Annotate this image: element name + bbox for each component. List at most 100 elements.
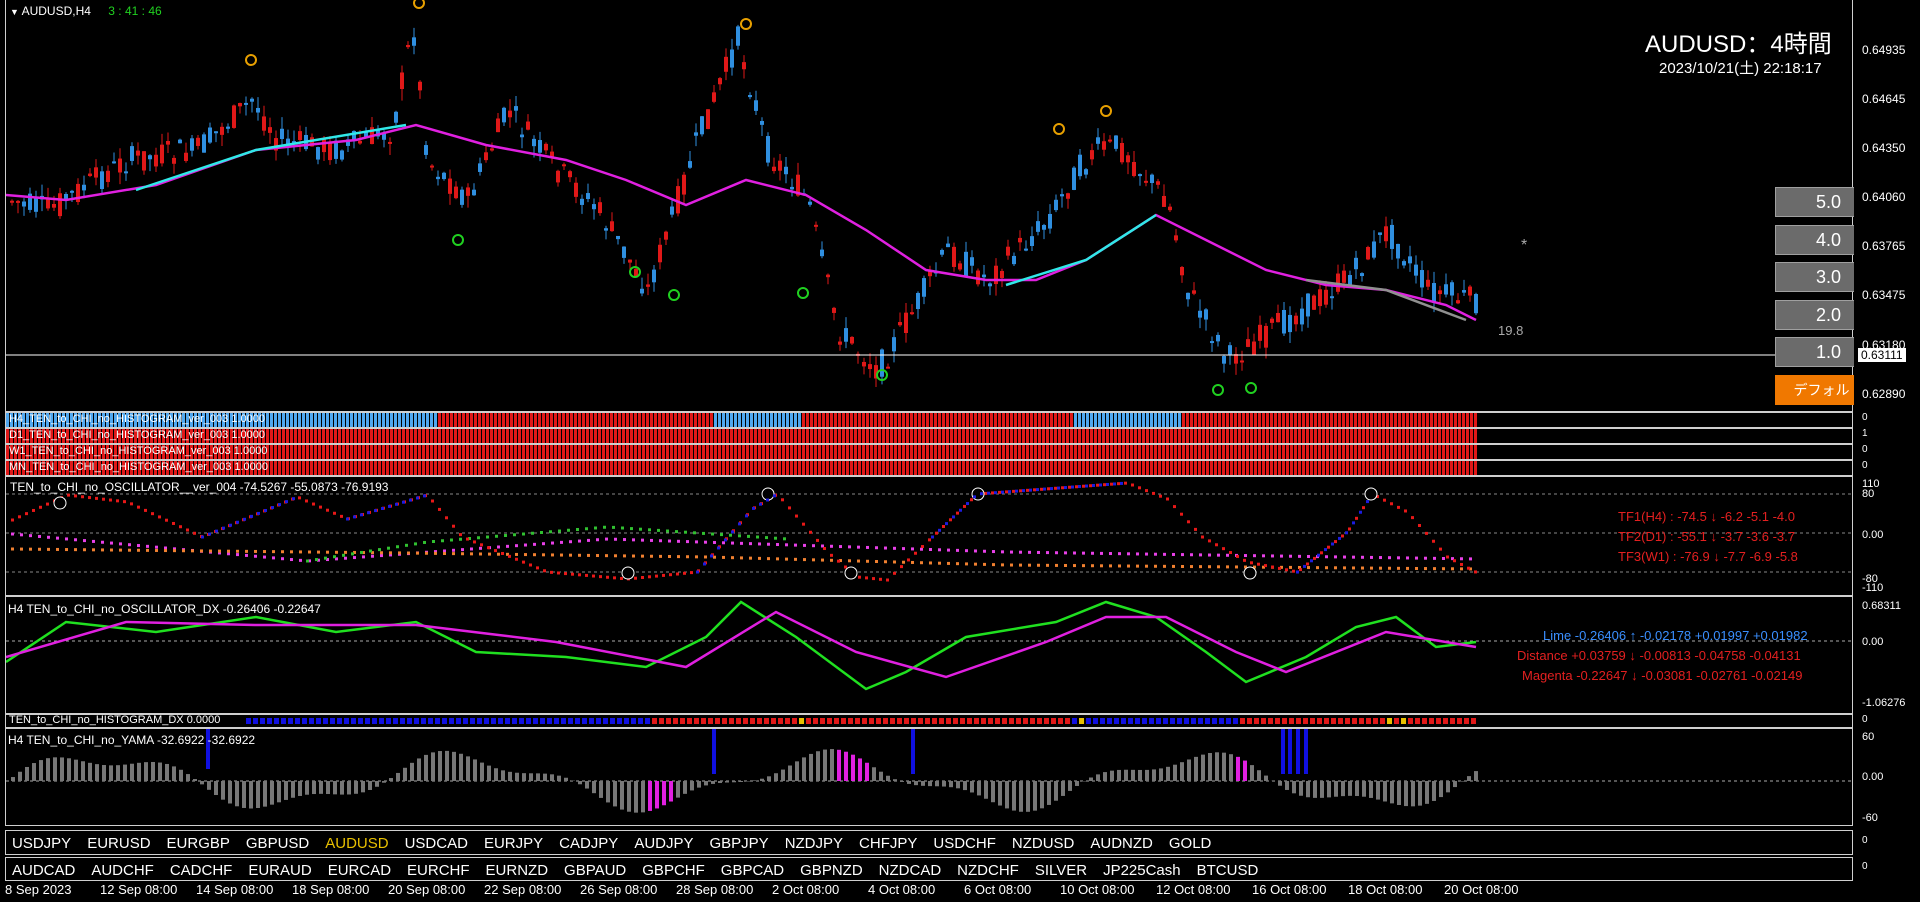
symbol-audusd[interactable]: AUDUSD xyxy=(325,835,389,852)
osc-dot-red xyxy=(1397,505,1400,509)
histogram-bar xyxy=(394,413,397,427)
osc-dot-red xyxy=(1299,568,1302,572)
osc-dot-orange xyxy=(299,550,302,554)
histogram-bar xyxy=(782,429,785,443)
histogram-bar xyxy=(1414,413,1417,427)
symbol-eurgbp[interactable]: EURGBP xyxy=(166,835,230,852)
symbol-eurnzd[interactable]: EURNZD xyxy=(485,862,549,879)
histogram-bar xyxy=(430,445,433,459)
histogram-bar xyxy=(634,429,637,443)
yama-bar xyxy=(1180,762,1184,781)
histogram-bar xyxy=(1090,445,1093,459)
osc-dot-blue xyxy=(1366,500,1369,504)
histogram-bar xyxy=(658,413,661,427)
histogram-bar xyxy=(738,429,741,443)
symbol-eurcad[interactable]: EURCAD xyxy=(327,862,392,879)
symbol-eurusd[interactable]: EURUSD xyxy=(87,835,151,852)
symbol-gbpaud[interactable]: GBPAUD xyxy=(564,862,627,879)
histogram-bar xyxy=(1130,429,1133,443)
histogram-bar xyxy=(726,429,729,443)
candle-body xyxy=(1018,237,1022,243)
histogram-bar xyxy=(346,445,349,459)
yama-bar xyxy=(396,772,400,781)
osc-dot-magenta xyxy=(56,536,59,540)
histogram-bar xyxy=(1146,445,1149,459)
histogram-bar xyxy=(722,461,725,475)
symbol-gbpnzd[interactable]: GBPNZD xyxy=(800,862,863,879)
symbol-nzdcad[interactable]: NZDCAD xyxy=(878,862,942,879)
histogram-bar xyxy=(834,429,837,443)
symbol-gold[interactable]: GOLD xyxy=(1168,835,1212,852)
time-tick: 16 Oct 08:00 xyxy=(1252,882,1327,897)
histogram-dx-bar xyxy=(1163,718,1168,724)
candle-body xyxy=(154,154,158,167)
symbol-jp225cash[interactable]: JP225Cash xyxy=(1103,862,1181,879)
histogram-bar xyxy=(74,429,77,443)
symbol-audcad[interactable]: AUDCAD xyxy=(12,862,76,879)
symbol-usdcad[interactable]: USDCAD xyxy=(404,835,468,852)
symbol-nzdjpy[interactable]: NZDJPY xyxy=(784,835,844,852)
symbol-usdchf[interactable]: USDCHF xyxy=(933,835,996,852)
histogram-bar xyxy=(1010,413,1013,427)
candle-body xyxy=(970,257,974,266)
osc-dot-red xyxy=(1341,534,1344,538)
osc-dot-orange xyxy=(992,563,995,567)
symbol-eurjpy[interactable]: EURJPY xyxy=(483,835,544,852)
symbol-audchf[interactable]: AUDCHF xyxy=(91,862,154,879)
histogram-bar xyxy=(78,461,81,475)
symbol-usdjpy[interactable]: USDJPY xyxy=(12,835,72,852)
main-chart[interactable] xyxy=(5,0,1853,412)
chevron-down-icon[interactable]: ▼ xyxy=(10,7,19,17)
symbol-cadjpy[interactable]: CADJPY xyxy=(559,835,619,852)
symbol-gbpusd[interactable]: GBPUSD xyxy=(245,835,310,852)
histogram-bar xyxy=(642,445,645,459)
symbol-nzdusd[interactable]: NZDUSD xyxy=(1011,835,1075,852)
histogram-dx-bar xyxy=(1471,718,1476,724)
symbol-silver[interactable]: SILVER xyxy=(1034,862,1088,879)
symbol-euraud[interactable]: EURAUD xyxy=(248,862,312,879)
symbol-btcusd[interactable]: BTCUSD xyxy=(1196,862,1259,879)
histogram-bar xyxy=(1142,413,1145,427)
osc-dot-orange xyxy=(983,562,986,566)
price-axis[interactable] xyxy=(1854,0,1920,902)
yama-bar xyxy=(354,781,358,794)
osc-dot-green xyxy=(738,534,741,538)
histogram-dx-bar xyxy=(1261,718,1266,724)
histogram-bar xyxy=(1022,429,1025,443)
histogram-dx-bar xyxy=(1450,718,1455,724)
histogram-bar xyxy=(626,445,629,459)
symbol-gbpjpy[interactable]: GBPJPY xyxy=(709,835,769,852)
symbol-nzdchf[interactable]: NZDCHF xyxy=(957,862,1019,879)
yama-bar xyxy=(1474,771,1478,781)
histogram-bar xyxy=(870,461,873,475)
osc-dot-red xyxy=(1068,485,1071,489)
histogram-bar xyxy=(962,445,965,459)
histogram-bar xyxy=(238,429,241,443)
osc-dot-red xyxy=(88,496,91,500)
symbol-eurchf[interactable]: EURCHF xyxy=(407,862,470,879)
histogram-bar xyxy=(998,461,1001,475)
candle-body xyxy=(886,366,890,369)
symbol-chfjpy[interactable]: CHFJPY xyxy=(859,835,918,852)
candle-body xyxy=(790,186,794,190)
histogram-bar xyxy=(198,413,201,427)
yama-bar xyxy=(1026,781,1030,812)
osc-dot-orange xyxy=(686,555,689,559)
symbol-audjpy[interactable]: AUDJPY xyxy=(634,835,694,852)
histogram-bar xyxy=(22,461,25,475)
candle-body xyxy=(58,193,62,217)
histogram-bar xyxy=(1158,429,1161,443)
symbol-audnzd[interactable]: AUDNZD xyxy=(1090,835,1153,852)
histogram-dx-bar xyxy=(925,718,930,724)
symbol-cadchf[interactable]: CADCHF xyxy=(169,862,233,879)
histogram-dx-bar xyxy=(638,718,643,724)
symbol-gbpcad[interactable]: GBPCAD xyxy=(720,862,785,879)
osc-dot-magenta xyxy=(731,541,734,545)
symbol-gbpchf[interactable]: GBPCHF xyxy=(642,862,705,879)
osc-signal-marker xyxy=(1364,487,1378,501)
histogram-bar xyxy=(566,429,569,443)
histogram-bar xyxy=(1138,445,1141,459)
histogram-bar xyxy=(638,445,641,459)
histogram-bar xyxy=(890,429,893,443)
osc-dot-blue xyxy=(201,535,204,539)
